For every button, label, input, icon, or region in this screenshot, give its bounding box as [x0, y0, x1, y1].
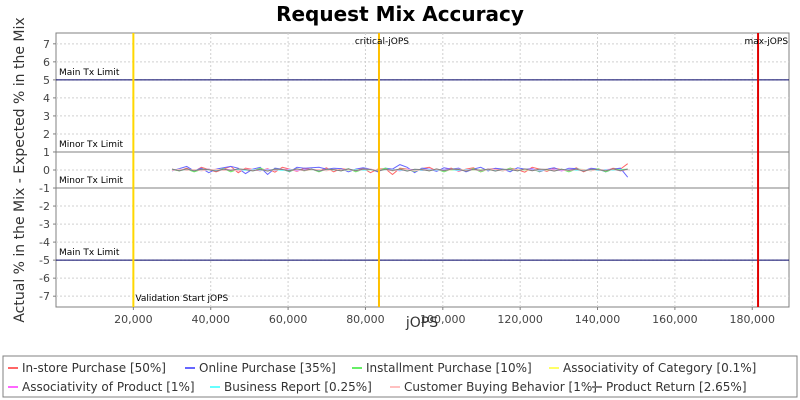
legend-item-label: Online Purchase [35%] [199, 361, 336, 375]
limit-line-label: Main Tx Limit [59, 248, 120, 258]
y-tick-label: -6 [39, 272, 50, 285]
legend-item-label: Associativity of Category [0.1%] [563, 361, 756, 375]
marker-line-label: critical-jOPS [355, 37, 409, 47]
x-tick-label: 80,000 [346, 313, 385, 326]
y-tick-label: 7 [43, 38, 50, 51]
x-tick-label: 100,000 [420, 313, 466, 326]
y-tick-label: 6 [43, 56, 50, 69]
y-tick-label: -2 [39, 200, 50, 213]
chart-title: Request Mix Accuracy [276, 2, 524, 26]
axis-ticks: 7 6 5 4 3 2 1 0 -1 -2 -3 -4 -5 -6 -7 20,000 40,000 60,000… [39, 38, 775, 326]
marker-lines: Validation Start jOPS critical-jOPS max-jO… [132, 33, 788, 307]
legend-item-label: Customer Buying Behavior [1%] [404, 380, 597, 394]
legend: In-store Purchase [50%] Online Purchase [… [8, 361, 756, 394]
limit-line-label: Minor Tx Limit [59, 140, 124, 150]
y-tick-label: 5 [43, 74, 50, 87]
reference-lines: Main Tx Limit Minor Tx Limit Minor Tx Limi… [56, 68, 789, 261]
x-axis-label: jOPS [405, 315, 438, 331]
legend-item-label: In-store Purchase [50%] [22, 361, 166, 375]
y-tick-label: -1 [39, 182, 50, 195]
marker-line-label: Validation Start jOPS [135, 294, 228, 304]
y-tick-label: 4 [43, 92, 50, 105]
limit-line-label: Minor Tx Limit [59, 176, 124, 186]
x-tick-label: 20,000 [114, 313, 153, 326]
x-tick-label: 60,000 [269, 313, 308, 326]
y-tick-label: -4 [39, 236, 50, 249]
y-tick-label: -3 [39, 218, 50, 231]
x-tick-label: 40,000 [191, 313, 230, 326]
series-line [171, 164, 629, 178]
legend-item-label: Installment Purchase [10%] [366, 361, 532, 375]
y-tick-label: 3 [43, 110, 50, 123]
y-tick-label: -7 [39, 290, 50, 303]
legend-item-label: Associativity of Product [1%] [22, 380, 195, 394]
legend-item-label: Business Report [0.25%] [224, 380, 372, 394]
x-tick-label: 160,000 [652, 313, 698, 326]
x-tick-label: 180,000 [730, 313, 776, 326]
series-line [171, 168, 628, 172]
series-lines [171, 163, 629, 178]
y-tick-label: -5 [39, 254, 50, 267]
legend-box [2, 355, 798, 398]
y-tick-label: 2 [43, 128, 50, 141]
y-tick-label: 0 [43, 164, 50, 177]
x-tick-label: 140,000 [575, 313, 621, 326]
legend-item-label: Product Return [2.65%] [606, 380, 747, 394]
x-tick-label: 120,000 [497, 313, 543, 326]
y-axis-label: Actual % in the Mix - Expected % in the … [12, 17, 28, 322]
limit-line-label: Main Tx Limit [59, 68, 120, 78]
marker-line-label: max-jOPS [744, 37, 788, 47]
y-tick-label: 1 [43, 146, 50, 159]
